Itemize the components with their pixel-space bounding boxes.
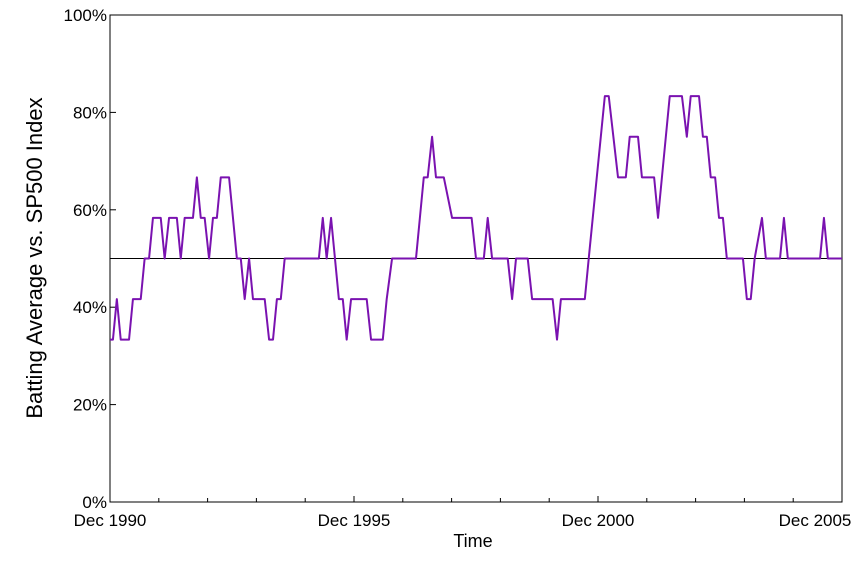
y-tick-label: 80% [73, 103, 107, 122]
x-tick-label: Dec 1990 [74, 511, 147, 530]
x-tick-label: Dec 2000 [562, 511, 635, 530]
y-axis-label: Batting Average vs. SP500 Index [22, 97, 47, 418]
x-tick-label: Dec 1995 [318, 511, 391, 530]
y-tick-label: 20% [73, 396, 107, 415]
y-tick-label: 60% [73, 201, 107, 220]
x-tick-label: Dec 2005 [779, 511, 852, 530]
data-line [110, 95, 842, 341]
y-tick-label: 0% [82, 493, 107, 512]
x-axis-label: Time [453, 531, 492, 551]
y-tick-label: 100% [64, 6, 107, 25]
y-tick-label: 40% [73, 298, 107, 317]
